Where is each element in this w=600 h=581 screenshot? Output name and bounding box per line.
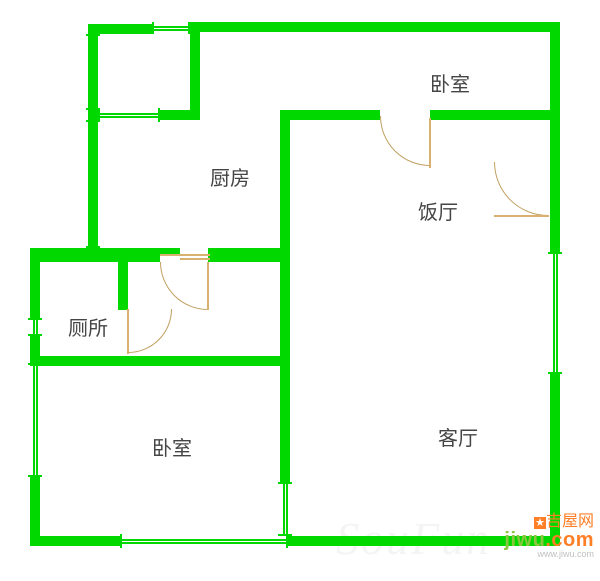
wall-segment xyxy=(30,356,290,366)
wall-segment xyxy=(30,536,120,546)
wall-segment xyxy=(88,110,98,120)
wall-segment xyxy=(190,22,560,32)
wall-segment xyxy=(30,248,160,262)
wall-segment xyxy=(208,248,290,262)
wall-segment xyxy=(280,256,290,482)
window-segment xyxy=(30,363,40,477)
door-leaf xyxy=(127,309,129,354)
room-label-dining: 饭厅 xyxy=(418,196,458,225)
window-segment xyxy=(152,24,190,32)
wall-segment xyxy=(88,24,152,34)
floorplan-canvas: SouFun卧室厨房饭厅厕所卧室客厅★吉屋网jiwu.comwww.jiwu.c… xyxy=(0,0,600,581)
window-segment xyxy=(30,318,40,336)
room-label-bedroom-top: 卧室 xyxy=(430,68,470,97)
window-segment xyxy=(88,34,98,110)
room-label-toilet: 厕所 xyxy=(68,312,108,341)
door-leaf xyxy=(494,215,549,217)
wall-segment xyxy=(550,22,560,252)
door-arc xyxy=(494,108,600,216)
wall-segment xyxy=(280,110,290,260)
window-segment xyxy=(280,482,290,536)
wall-segment xyxy=(30,254,40,318)
site-logo: ★吉屋网jiwu.comwww.jiwu.com xyxy=(504,514,594,559)
wall-segment xyxy=(190,22,200,120)
wall-segment xyxy=(118,256,128,310)
door-leaf xyxy=(207,262,209,310)
room-label-living: 客厅 xyxy=(438,422,478,451)
room-label-bedroom-bottom: 卧室 xyxy=(152,432,192,461)
wall-segment xyxy=(152,256,160,262)
logo-url: www.jiwu.com xyxy=(504,550,594,559)
wall-segment xyxy=(30,476,40,546)
logo-domain: jiwu.com xyxy=(504,530,594,550)
logo-cn-text: 吉屋网 xyxy=(546,513,594,530)
window-segment xyxy=(120,536,288,546)
door-leaf xyxy=(180,258,210,260)
window-segment xyxy=(98,110,160,120)
wall-segment xyxy=(430,110,560,120)
wall-segment xyxy=(280,110,380,120)
window-segment xyxy=(550,252,560,374)
window-segment xyxy=(88,120,98,248)
door-leaf xyxy=(160,254,210,256)
room-label-kitchen: 厨房 xyxy=(210,162,250,191)
door-leaf xyxy=(429,118,431,168)
